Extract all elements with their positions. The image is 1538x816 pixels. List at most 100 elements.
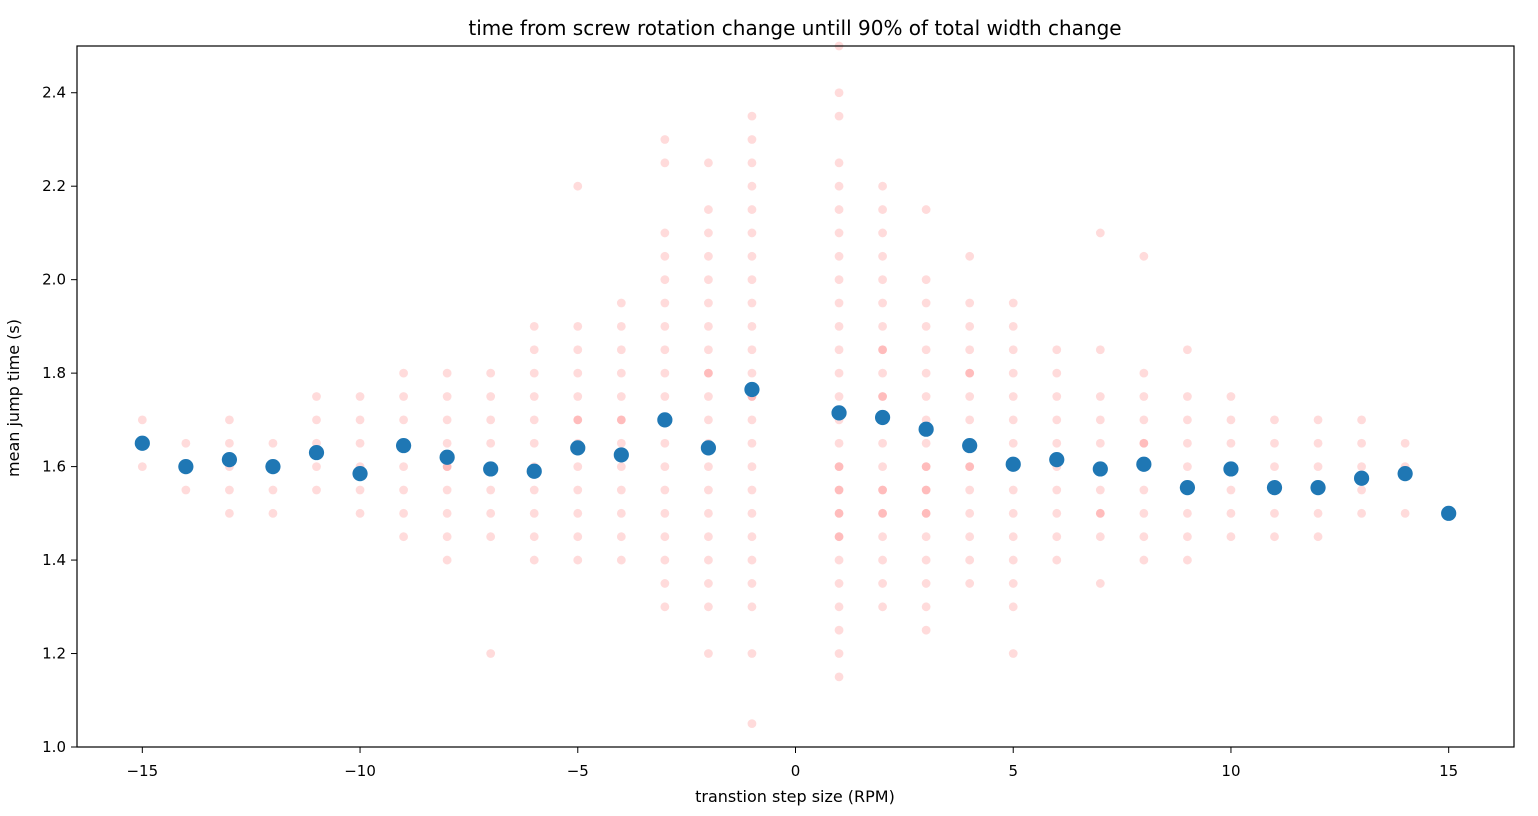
data-point (1313, 508, 1323, 518)
data-point (1008, 345, 1018, 355)
data-point (921, 462, 931, 471)
data-point (834, 181, 844, 191)
data-point (1008, 485, 1018, 495)
data-point (573, 415, 583, 425)
data-point (747, 205, 757, 214)
mean-point (352, 466, 368, 482)
mean-point (221, 451, 238, 468)
data-point (1270, 532, 1279, 542)
data-point (312, 462, 321, 471)
data-point (834, 228, 844, 238)
data-point (921, 625, 931, 635)
y-tick-label: 2.2 (42, 177, 66, 195)
data-point (834, 275, 844, 285)
mean-point (657, 412, 673, 428)
data-point (834, 532, 844, 542)
data-point (486, 392, 496, 401)
data-point (442, 438, 452, 448)
data-point (878, 228, 887, 238)
data-point (1270, 415, 1279, 425)
data-point (834, 298, 844, 308)
data-point (747, 462, 757, 471)
data-point (573, 508, 583, 518)
data-point (1052, 485, 1062, 495)
data-point (1095, 228, 1105, 238)
data-point (660, 602, 670, 612)
data-point (921, 532, 931, 542)
data-point (1095, 579, 1105, 588)
x-axis: −15 −10 −5 0 5 10 15 (126, 747, 1458, 780)
data-point (704, 368, 713, 378)
data-point (442, 392, 452, 401)
data-point (573, 415, 583, 425)
y-axis-label: mean jump time (s) (4, 319, 23, 477)
data-point (834, 438, 844, 448)
data-point (442, 555, 452, 565)
data-point (1183, 532, 1192, 542)
data-point (616, 345, 626, 355)
data-point (834, 508, 844, 518)
data-point (486, 415, 496, 425)
data-point (1008, 508, 1018, 518)
data-point (1008, 415, 1018, 425)
data-point (747, 111, 757, 121)
data-point (486, 508, 496, 518)
data-point (355, 392, 365, 401)
data-point (399, 368, 408, 378)
data-point (660, 275, 670, 285)
data-point (573, 368, 583, 378)
data-point (660, 228, 670, 238)
mean-point (1005, 456, 1021, 472)
data-point (660, 298, 670, 308)
data-point (747, 228, 757, 238)
points-layer (137, 41, 1410, 729)
data-point (529, 508, 539, 518)
data-point (1139, 532, 1149, 542)
data-point (965, 368, 975, 378)
data-point (921, 298, 931, 308)
data-point (486, 438, 496, 448)
data-point (660, 135, 670, 144)
data-point (878, 251, 887, 261)
data-point (878, 532, 887, 542)
data-point (529, 532, 539, 542)
data-point (573, 181, 583, 191)
data-point (834, 158, 844, 168)
data-point (704, 555, 713, 565)
data-point (1139, 555, 1149, 565)
data-point (616, 532, 626, 542)
data-point (878, 392, 887, 401)
data-point (834, 205, 844, 214)
data-point (529, 392, 539, 401)
data-point (704, 298, 713, 308)
data-point (921, 579, 931, 588)
data-point (878, 392, 887, 401)
data-point (921, 462, 931, 471)
data-point (660, 485, 670, 495)
data-point (747, 345, 757, 355)
data-point (1357, 462, 1366, 471)
mean-point (962, 437, 978, 454)
x-tick-label: −10 (344, 762, 376, 780)
data-point (660, 368, 670, 378)
data-point (1052, 438, 1062, 448)
data-point (834, 462, 844, 471)
data-point (878, 485, 887, 495)
data-point (1226, 485, 1236, 495)
data-point (878, 438, 887, 448)
data-point (747, 181, 757, 191)
data-point (921, 322, 931, 331)
data-point (573, 392, 583, 401)
data-point (268, 508, 278, 518)
data-point (878, 508, 887, 518)
data-point (704, 579, 713, 588)
data-point (747, 251, 757, 261)
data-point (747, 438, 757, 448)
data-point (1313, 415, 1323, 425)
data-point (660, 438, 670, 448)
mean-point (744, 381, 760, 398)
data-point (965, 368, 975, 378)
data-point (878, 508, 887, 518)
data-point (1226, 532, 1236, 542)
data-point (268, 485, 278, 495)
